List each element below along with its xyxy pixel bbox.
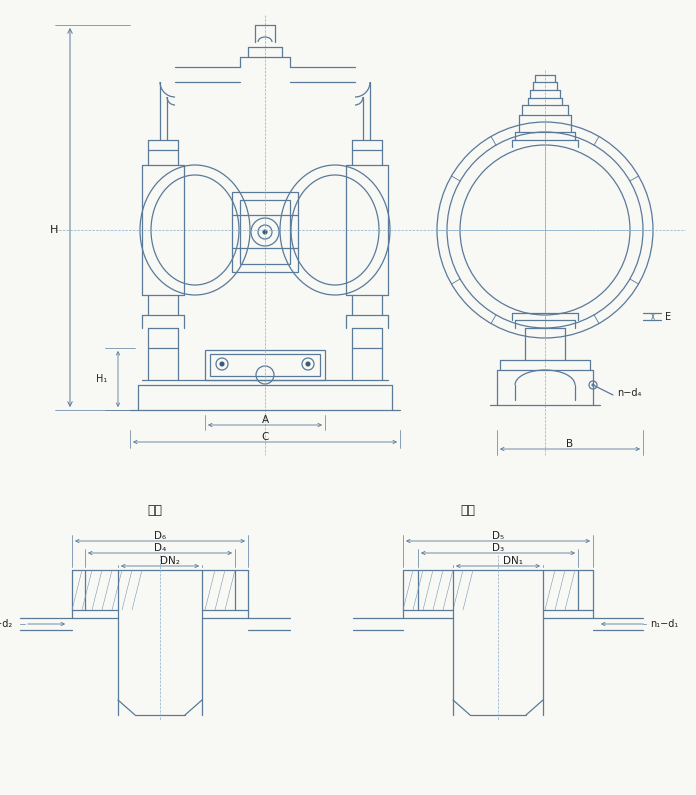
Bar <box>240 200 290 264</box>
Circle shape <box>262 230 267 235</box>
Text: D₄: D₄ <box>154 543 166 553</box>
Text: D₅: D₅ <box>492 531 504 541</box>
Circle shape <box>592 383 594 386</box>
Text: H: H <box>49 225 58 235</box>
Bar <box>232 192 298 272</box>
Text: D₃: D₃ <box>492 543 504 553</box>
Text: C: C <box>261 432 269 442</box>
Text: 出口: 出口 <box>148 503 162 517</box>
Text: E: E <box>665 312 671 321</box>
Text: n₂−d₂: n₂−d₂ <box>0 619 12 629</box>
Text: DN₂: DN₂ <box>160 556 180 566</box>
Text: D₆: D₆ <box>154 531 166 541</box>
Text: n₁−d₁: n₁−d₁ <box>650 619 678 629</box>
Circle shape <box>306 362 310 366</box>
Bar <box>210 354 320 376</box>
Text: B: B <box>567 439 574 449</box>
Text: H₁: H₁ <box>96 374 107 384</box>
Bar <box>205 350 325 380</box>
Circle shape <box>219 362 225 366</box>
Text: A: A <box>262 415 269 425</box>
Text: DN₁: DN₁ <box>503 556 523 566</box>
Text: 进口: 进口 <box>461 503 475 517</box>
Text: n−d₄: n−d₄ <box>617 388 642 398</box>
